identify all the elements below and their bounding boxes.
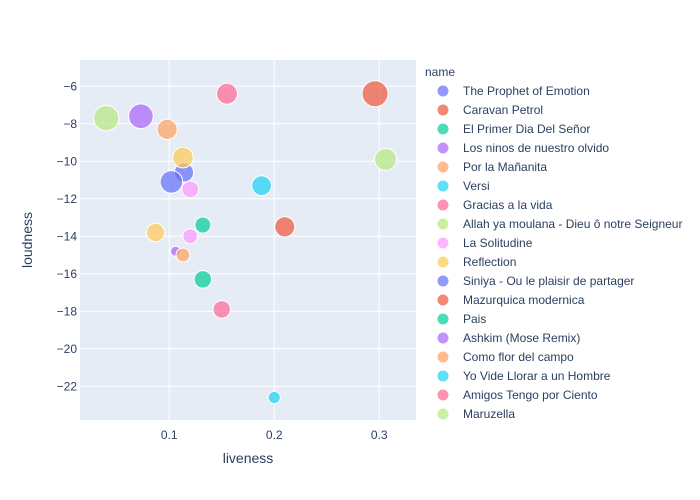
legend-marker bbox=[436, 407, 450, 421]
legend-label: Por la Mañanita bbox=[463, 160, 547, 174]
legend-item[interactable]: Versi bbox=[436, 179, 490, 193]
x-tick-label: 0.3 bbox=[371, 428, 388, 442]
y-tick-label: −18 bbox=[57, 304, 78, 318]
legend-item[interactable]: Allah ya moulana - Dieu ô notre Seigneur bbox=[436, 217, 682, 231]
legend-marker bbox=[436, 369, 450, 383]
data-point[interactable] bbox=[251, 175, 273, 197]
legend-marker bbox=[436, 84, 450, 98]
legend-item[interactable]: The Prophet of Emotion bbox=[436, 84, 590, 98]
legend-marker bbox=[436, 255, 450, 269]
data-point[interactable] bbox=[93, 104, 120, 132]
legend-marker bbox=[436, 179, 450, 193]
legend-label: Como flor del campo bbox=[463, 350, 574, 364]
legend-marker bbox=[436, 274, 450, 288]
legend-marker bbox=[436, 198, 450, 212]
data-point[interactable] bbox=[193, 270, 213, 289]
legend-label: El Primer Dia Del Señor bbox=[463, 122, 590, 136]
legend-marker bbox=[436, 312, 450, 326]
legend-item[interactable]: Maruzella bbox=[436, 407, 515, 421]
legend-marker bbox=[436, 103, 450, 117]
legend-item[interactable]: Por la Mañanita bbox=[436, 160, 547, 174]
legend-title: name bbox=[425, 65, 455, 79]
legend-marker bbox=[436, 217, 450, 231]
y-tick-label: −20 bbox=[57, 342, 78, 356]
legend-label: Allah ya moulana - Dieu ô notre Seigneur bbox=[463, 217, 682, 231]
x-tick-label: 0.1 bbox=[161, 428, 178, 442]
legend-item[interactable]: Yo Vide Llorar a un Hombre bbox=[436, 369, 611, 383]
data-point[interactable] bbox=[159, 170, 184, 194]
legend-label: Los ninos de nuestro olvido bbox=[463, 141, 609, 155]
legend-item[interactable]: Ashkim (Mose Remix) bbox=[436, 331, 580, 345]
y-tick-label: −6 bbox=[63, 79, 77, 93]
legend-item[interactable]: Reflection bbox=[436, 255, 516, 269]
data-point[interactable] bbox=[156, 118, 178, 140]
legend-item[interactable]: La Solitudine bbox=[436, 236, 533, 250]
legend-label: Ashkim (Mose Remix) bbox=[463, 331, 580, 345]
legend-label: Reflection bbox=[463, 255, 516, 269]
data-point[interactable] bbox=[145, 222, 166, 243]
points-layer bbox=[93, 80, 398, 405]
legend[interactable]: name The Prophet of Emotion Caravan Petro… bbox=[425, 65, 682, 421]
data-point[interactable] bbox=[361, 80, 389, 108]
y-tick-label: −14 bbox=[57, 229, 78, 243]
legend-item[interactable]: Como flor del campo bbox=[436, 350, 574, 364]
data-point[interactable] bbox=[182, 228, 199, 245]
legend-marker bbox=[436, 293, 450, 307]
x-ticks: 0.1 0.2 0.3 bbox=[161, 428, 388, 442]
legend-item[interactable]: Pais bbox=[436, 312, 486, 326]
legend-label: Yo Vide Llorar a un Hombre bbox=[463, 369, 611, 383]
data-point[interactable] bbox=[128, 103, 154, 130]
data-point[interactable] bbox=[172, 146, 194, 169]
legend-label: Mazurquica modernica bbox=[463, 293, 585, 307]
legend-item[interactable]: Siniya - Ou le plaisir de partager bbox=[436, 274, 634, 288]
y-tick-label: −8 bbox=[63, 117, 77, 131]
legend-label: Pais bbox=[463, 312, 486, 326]
x-tick-label: 0.2 bbox=[266, 428, 283, 442]
data-point[interactable] bbox=[267, 390, 281, 405]
data-point[interactable] bbox=[181, 180, 200, 199]
legend-item[interactable]: Gracias a la vida bbox=[436, 198, 553, 212]
legend-item[interactable]: Mazurquica modernica bbox=[436, 293, 585, 307]
legend-label: Gracias a la vida bbox=[463, 198, 553, 212]
data-point[interactable] bbox=[216, 82, 238, 105]
y-tick-label: −12 bbox=[57, 192, 78, 206]
data-point[interactable] bbox=[212, 300, 231, 319]
legend-marker bbox=[436, 160, 450, 174]
legend-label: Siniya - Ou le plaisir de partager bbox=[463, 274, 634, 288]
data-point[interactable] bbox=[274, 216, 296, 238]
data-point[interactable] bbox=[374, 147, 398, 171]
y-axis-title: loudness bbox=[19, 212, 35, 268]
legend-marker bbox=[436, 236, 450, 250]
y-tick-label: −10 bbox=[57, 154, 78, 168]
y-tick-label: −22 bbox=[57, 379, 78, 393]
y-ticks: −6 −8 −10 −12 −14 −16 −18 −20 −22 bbox=[57, 79, 78, 393]
legend-label: Maruzella bbox=[463, 407, 515, 421]
legend-label: Caravan Petrol bbox=[463, 103, 543, 117]
legend-item[interactable]: Amigos Tengo por Ciento bbox=[436, 388, 598, 402]
legend-marker bbox=[436, 331, 450, 345]
x-axis-title: liveness bbox=[223, 450, 274, 466]
data-point[interactable] bbox=[175, 247, 191, 263]
legend-marker bbox=[436, 388, 450, 402]
legend-item[interactable]: Los ninos de nuestro olvido bbox=[436, 141, 609, 155]
y-tick-label: −16 bbox=[57, 267, 78, 281]
data-point[interactable] bbox=[194, 216, 212, 234]
legend-label: Amigos Tengo por Ciento bbox=[463, 388, 598, 402]
legend-label: La Solitudine bbox=[463, 236, 533, 250]
legend-label: The Prophet of Emotion bbox=[463, 84, 590, 98]
legend-item[interactable]: Caravan Petrol bbox=[436, 103, 543, 117]
legend-marker bbox=[436, 350, 450, 364]
legend-marker bbox=[436, 122, 450, 136]
legend-item[interactable]: El Primer Dia Del Señor bbox=[436, 122, 590, 136]
legend-marker bbox=[436, 141, 450, 155]
legend-label: Versi bbox=[463, 179, 490, 193]
